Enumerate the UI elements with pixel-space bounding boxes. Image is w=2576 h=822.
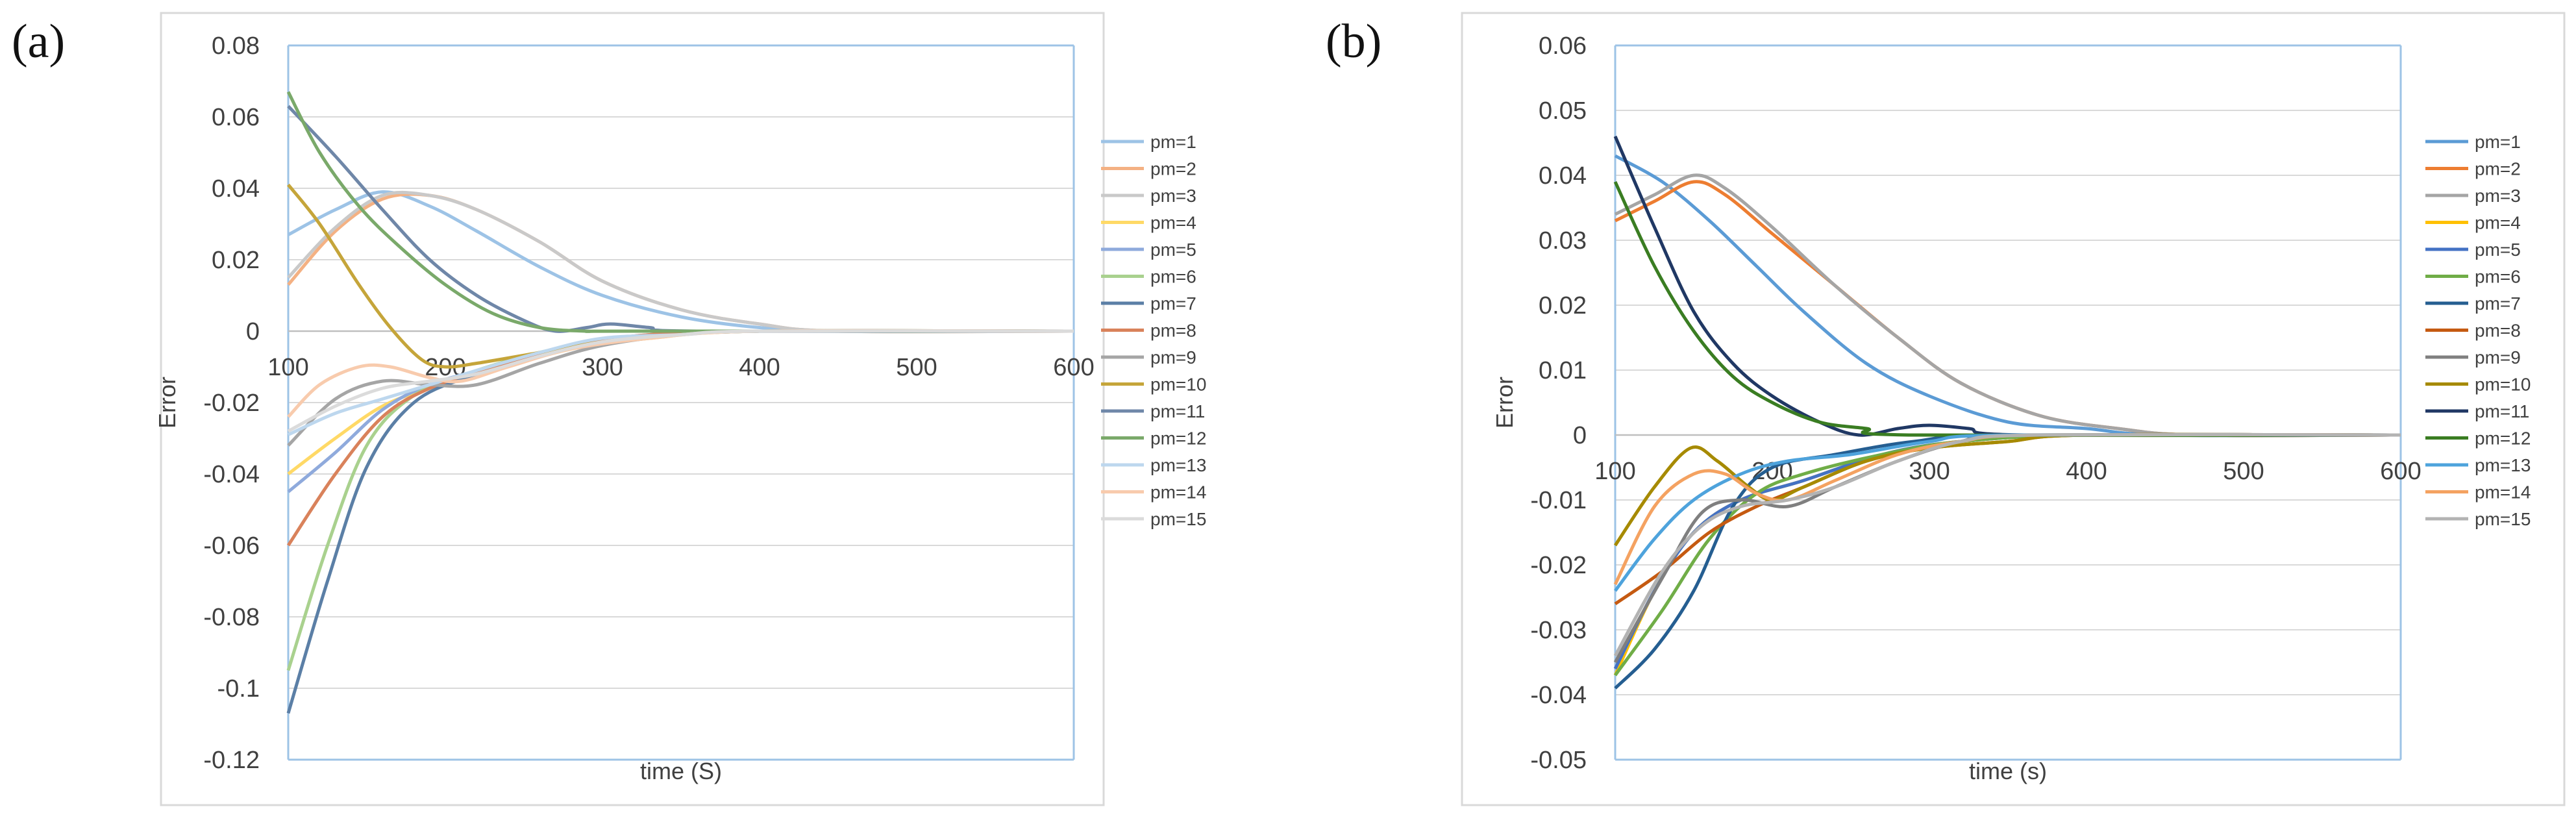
x-tick-label: 400 xyxy=(2066,458,2107,485)
chart-b: 0.06 0.05 0.04 0.03 0.02 0.01 0 -0.01 -0.02 -0.03… xyxy=(1461,12,2566,806)
y-tick-label: 0.05 xyxy=(1539,97,1587,125)
panel-label-a: (a) xyxy=(12,15,66,68)
y-tick-label: -0.04 xyxy=(203,461,260,488)
y-tick-label: -0.08 xyxy=(203,604,260,631)
y-tick-label: 0 xyxy=(1573,422,1587,449)
legend-entry: pm=1 xyxy=(1150,132,1196,152)
y-tick-label: 0.02 xyxy=(1539,292,1587,319)
y-tick-label: -0.06 xyxy=(203,532,260,560)
chart-frame xyxy=(160,12,1105,806)
y-tick-label: 0.04 xyxy=(1539,162,1587,190)
x-tick-label: 500 xyxy=(2223,458,2264,485)
legend-entry: pm=12 xyxy=(1150,429,1206,449)
legend-entry: pm=5 xyxy=(2475,240,2521,260)
x-tick-label: 600 xyxy=(1053,354,1094,381)
legend-entry: pm=5 xyxy=(1150,240,1196,260)
legend-entry: pm=2 xyxy=(1150,159,1196,179)
y-tick-label: 0.01 xyxy=(1539,357,1587,384)
y-tick-label: -0.03 xyxy=(1530,617,1587,644)
legend-entry: pm=11 xyxy=(1150,401,1205,421)
legend-entry: pm=1 xyxy=(2475,132,2521,152)
y-tick-label: 0.03 xyxy=(1539,227,1587,255)
y-tick-label: -0.02 xyxy=(1530,552,1587,579)
y-tick-label: 0.02 xyxy=(212,247,260,274)
legend-entry: pm=4 xyxy=(2475,213,2521,233)
legend-entry: pm=8 xyxy=(2475,321,2521,341)
legend-entry: pm=2 xyxy=(2475,159,2521,179)
chart-frame xyxy=(1461,12,2566,806)
y-tick-label: -0.05 xyxy=(1530,747,1587,774)
legend-entry: pm=10 xyxy=(2475,375,2531,395)
legend-entry: pm=15 xyxy=(1150,509,1206,529)
x-tick-label: 100 xyxy=(267,354,308,381)
y-axis-title: Error xyxy=(1491,377,1518,429)
legend-entry: pm=6 xyxy=(2475,267,2521,287)
x-axis-title: time (s) xyxy=(1969,758,2047,784)
y-tick-label: -0.04 xyxy=(1530,682,1587,709)
legend-entry: pm=13 xyxy=(2475,455,2531,475)
y-tick-label: -0.02 xyxy=(203,390,260,417)
legend-entry: pm=14 xyxy=(1150,482,1206,503)
legend-entry: pm=13 xyxy=(1150,455,1206,475)
y-tick-label: -0.01 xyxy=(1530,487,1587,514)
legend-entry: pm=15 xyxy=(2475,509,2531,529)
chart-a: 0.08 0.06 0.04 0.02 0 -0.02 -0.04 -0.06 -0.08 -0.… xyxy=(154,12,1206,806)
x-tick-label: 100 xyxy=(1594,458,1635,485)
legend-entry: pm=8 xyxy=(1150,321,1196,341)
x-axis-title: time (S) xyxy=(640,758,722,784)
y-tick-label: 0.06 xyxy=(1539,32,1587,60)
series-line-pm15 xyxy=(1613,432,2401,657)
legend-entry: pm=7 xyxy=(1150,293,1196,314)
x-tick-label: 500 xyxy=(896,354,937,381)
legend-entry: pm=7 xyxy=(2475,293,2521,314)
series-line-pm15 xyxy=(287,329,1074,433)
legend-entry: pm=14 xyxy=(2475,482,2531,503)
x-tick-label: 300 xyxy=(582,354,623,381)
y-tick-label: 0 xyxy=(246,318,260,345)
y-tick-label: 0.06 xyxy=(212,104,260,131)
legend-entry: pm=10 xyxy=(1150,375,1206,395)
y-tick-label: 0.04 xyxy=(212,175,260,203)
y-axis-title: Error xyxy=(154,377,180,429)
legend-entry: pm=6 xyxy=(1150,267,1196,287)
legend-entry: pm=3 xyxy=(1150,186,1196,206)
legend-entry: pm=11 xyxy=(2475,401,2529,421)
y-tick-label: -0.12 xyxy=(203,747,260,774)
legend-entry: pm=9 xyxy=(1150,347,1196,367)
y-tick-label: -0.1 xyxy=(217,675,260,703)
legend-entry: pm=9 xyxy=(2475,347,2521,367)
legend-entry: pm=12 xyxy=(2475,429,2531,449)
x-tick-label: 400 xyxy=(739,354,780,381)
panel-label-b: (b) xyxy=(1326,15,1382,68)
y-tick-label: 0.08 xyxy=(212,32,260,60)
x-tick-label: 300 xyxy=(1909,458,1950,485)
legend-entry: pm=4 xyxy=(1150,213,1196,233)
legend-entry: pm=3 xyxy=(2475,186,2521,206)
x-tick-label: 600 xyxy=(2380,458,2421,485)
